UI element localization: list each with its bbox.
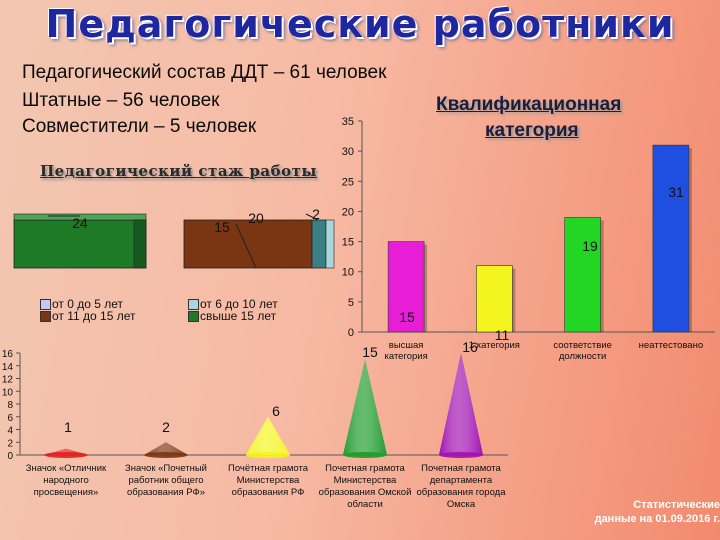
stage-value-label: 15 [214, 219, 230, 235]
awards-value-label: 16 [462, 339, 478, 355]
awards-value-label: 1 [64, 419, 72, 435]
footnote-line1: Статистические [633, 499, 720, 511]
stage-bar [183, 219, 313, 269]
awards-x-label: Министерства [237, 475, 300, 486]
qual-y-tick-label: 10 [342, 267, 354, 279]
qual-value-label: 19 [582, 238, 598, 254]
qual-y-tick-label: 15 [342, 237, 354, 249]
footnote: Статистические данные на 01.09.2016 г. [560, 498, 720, 526]
awards-x-label: образования Омской [319, 487, 412, 498]
qual-y-tick-label: 5 [348, 297, 354, 309]
qual-x-label: неаттестовано [639, 340, 704, 351]
legend-swatch-15-plus [188, 311, 199, 323]
awards-y-tick-label: 2 [7, 438, 13, 449]
legend-swatch-6-10 [188, 299, 199, 311]
stage-bar [311, 219, 327, 269]
awards-cone-shade [439, 353, 483, 455]
awards-y-tick-label: 0 [7, 451, 13, 462]
awards-y-tick-label: 14 [2, 362, 14, 373]
qual-value-label: 15 [399, 309, 415, 325]
awards-x-label: образования города [416, 487, 506, 498]
footnote-line2: данные на 01.09.2016 г. [594, 513, 720, 525]
awards-x-label: образования РФ» [127, 487, 205, 498]
experience-chart-title: Педагогический стаж работы [40, 162, 317, 180]
qual-y-tick-label: 0 [348, 327, 354, 339]
awards-cone-shade [246, 416, 290, 455]
awards-cone-base [246, 452, 290, 458]
qual-y-tick-label: 35 [342, 116, 354, 128]
awards-x-label: Почетная грамота [325, 463, 405, 474]
staff-total-text: Педагогический состав ДДТ – 61 человек [22, 62, 387, 83]
qual-x-label: категория [385, 351, 428, 362]
qual-value-label: 11 [495, 327, 510, 343]
legend-swatch-0-5 [40, 299, 51, 311]
awards-y-tick-label: 10 [2, 387, 14, 398]
awards-cone-base [144, 452, 188, 458]
page-title: Педагогические работники [45, 2, 675, 46]
stage-value-label: 24 [72, 215, 88, 231]
awards-cone-shade [343, 359, 387, 455]
awards-value-label: 2 [162, 419, 170, 435]
awards-y-tick-label: 4 [7, 426, 13, 437]
awards-y-tick-label: 6 [7, 413, 13, 424]
qual-value-label: 31 [668, 184, 684, 200]
qual-x-label: высшая [389, 340, 424, 351]
awards-cone-base [439, 452, 483, 458]
awards-x-label: просвещения» [34, 487, 99, 498]
legend-item-6-10: от 6 до 10 лет [188, 297, 278, 311]
stage-bar [13, 219, 147, 269]
stage-bar [325, 219, 335, 269]
awards-x-label: области [347, 499, 383, 510]
qual-x-label: должности [559, 351, 606, 362]
qual-y-tick-label: 25 [342, 176, 354, 188]
awards-value-label: 15 [362, 344, 378, 360]
qualification-title-line1: Квалификационная [436, 94, 622, 115]
legend-item-0-5: от 0 до 5 лет [40, 297, 123, 311]
qual-bar [564, 217, 601, 333]
awards-x-label: народного [43, 475, 89, 486]
qual-bar [476, 265, 513, 333]
awards-y-tick-label: 12 [2, 375, 14, 386]
stage-bar-side [133, 219, 147, 269]
awards-x-label: Значок «Почетный [125, 463, 207, 474]
qualification-title-line2: категория [485, 120, 579, 141]
awards-x-label: Почетная грамота [421, 463, 501, 474]
legend-item-11-15: от 11 до 15 лет [40, 309, 136, 323]
awards-cone-base [44, 452, 88, 458]
awards-x-label: образования РФ [232, 487, 305, 498]
awards-y-tick-label: 16 [2, 349, 14, 360]
awards-y-tick-label: 8 [7, 400, 13, 411]
stage-value-label: 20 [248, 210, 264, 226]
awards-x-label: Значок «Отличник [26, 463, 107, 474]
legend-swatch-11-15 [40, 311, 51, 323]
qual-bar [387, 241, 425, 333]
legend-label-0-5: от 0 до 5 лет [52, 297, 124, 311]
awards-cone-shade [144, 442, 188, 455]
legend-item-15-plus: свыше 15 лет [188, 309, 276, 323]
stage-value-label: 2 [312, 206, 320, 222]
qual-bar [652, 144, 690, 333]
stage-bar-top [13, 213, 147, 221]
qual-x-label: соответствие [553, 340, 611, 351]
legend-label-6-10: от 6 до 10 лет [200, 297, 278, 311]
qual-y-tick-label: 30 [342, 146, 354, 158]
qual-y-tick-label: 20 [342, 206, 354, 218]
staff-parttime-text: Совместители – 5 человек [22, 116, 257, 137]
stage-leader [305, 213, 319, 221]
awards-x-label: Министерства [334, 475, 397, 486]
awards-value-label: 6 [272, 403, 280, 419]
legend-label-15-plus: свыше 15 лет [200, 309, 277, 323]
awards-x-label: Омска [447, 499, 476, 510]
awards-x-label: департамента [430, 475, 493, 486]
awards-x-label: Почётная грамота [228, 463, 309, 474]
qual-x-label: 1 категория [469, 340, 520, 351]
awards-x-label: работник общего [128, 475, 203, 486]
awards-cone-base [343, 452, 387, 458]
stage-leader [235, 223, 257, 269]
staff-fulltime-text: Штатные – 56 человек [22, 90, 220, 111]
legend-label-11-15: от 11 до 15 лет [52, 309, 136, 323]
